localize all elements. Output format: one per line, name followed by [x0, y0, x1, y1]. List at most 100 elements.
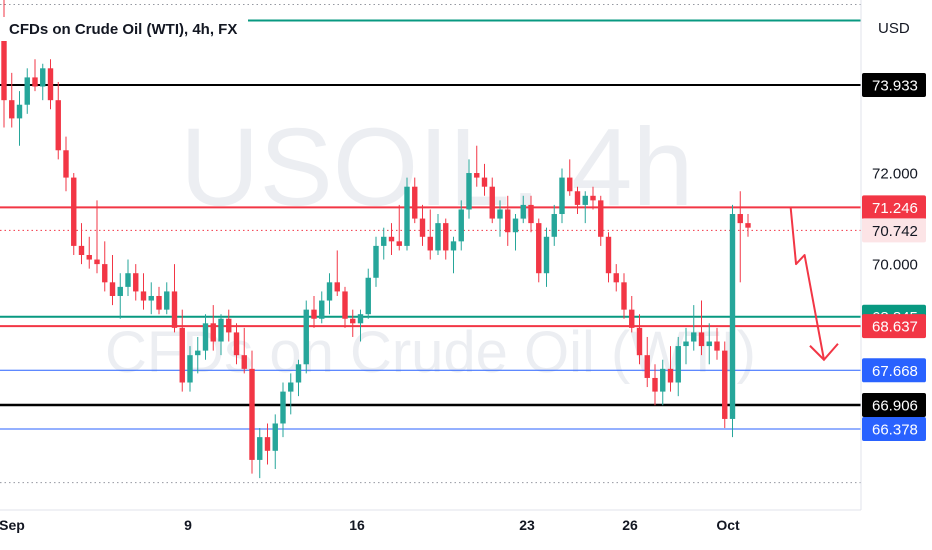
price-tag-label: 66.378 [872, 422, 918, 439]
candle-body [156, 295, 162, 310]
candle-body [497, 209, 503, 219]
candle-body [667, 368, 674, 383]
candle-body [714, 341, 720, 351]
candle-body [16, 104, 23, 119]
price-tag-label: 73.933 [872, 78, 918, 95]
price-tags: 73.93372.00071.24670.74270.00068.84568.6… [862, 73, 926, 442]
candle-body [698, 332, 705, 347]
candle-body [148, 295, 154, 301]
candle-body [171, 291, 178, 328]
candle-body [288, 382, 294, 392]
candle-body [373, 245, 379, 278]
candle-body [419, 218, 426, 237]
watermark-description: CFDs on Crude Oil (WTI) [105, 320, 756, 385]
candle-body [466, 173, 472, 210]
candle-body [9, 100, 15, 119]
price-tag-bg [862, 73, 926, 98]
candle-body [86, 255, 92, 260]
candle-body [125, 273, 131, 287]
candle-body [342, 291, 348, 319]
price-tag-label: 70.742 [872, 223, 918, 240]
candle-body [528, 204, 534, 224]
candle-body [605, 236, 612, 274]
candle-body [164, 291, 170, 310]
currency-button[interactable]: USD [868, 12, 920, 42]
candle-body [450, 241, 457, 251]
time-label: Oct [716, 517, 740, 533]
candle-body [109, 282, 116, 296]
candle-body [536, 223, 542, 274]
candle-body [543, 236, 550, 274]
candle-body [272, 423, 278, 451]
price-tag-label: 67.668 [872, 363, 918, 380]
candle-body [78, 245, 85, 255]
currency-button-bg[interactable] [868, 12, 920, 42]
candle-body [722, 350, 728, 419]
candle-body [94, 259, 100, 265]
candle-body [133, 273, 139, 292]
candle-body [40, 68, 46, 87]
candle-body [241, 355, 247, 369]
candle-body [280, 391, 286, 424]
candle-body [590, 195, 596, 201]
arrow-head [809, 343, 839, 362]
candle-body [388, 236, 395, 242]
time-label: 9 [184, 517, 192, 533]
candle-body [404, 186, 410, 246]
candle-body [629, 309, 635, 328]
candle-body [427, 236, 433, 251]
watermark-symbol: USOIL, 4h [180, 106, 694, 229]
candle-body [737, 214, 743, 224]
candle-body [505, 209, 511, 233]
price-tag-bg [862, 195, 926, 220]
candle-body [210, 323, 216, 342]
candle-body [636, 327, 643, 356]
candle-body [357, 314, 364, 324]
candle-body [63, 150, 69, 178]
candle-body [71, 177, 77, 246]
chart-title: CFDs on Crude Oil (WTI), 4h, FX [9, 21, 237, 38]
candle-body [264, 437, 271, 451]
price-tag-bg [862, 392, 926, 417]
candle-body [582, 195, 588, 205]
candle-body [117, 286, 123, 296]
candle-body [729, 214, 736, 419]
candle-body [249, 368, 255, 460]
candle-body [334, 282, 340, 292]
candle-body [32, 77, 38, 87]
candle-body [691, 332, 697, 342]
candle-body [481, 177, 488, 187]
price-tag-label: 68.637 [872, 319, 918, 336]
candle-body [435, 223, 441, 251]
candle-body [226, 318, 232, 333]
candle-body [706, 341, 712, 347]
currency-label[interactable]: USD [878, 20, 910, 37]
candles [1, 0, 751, 479]
title-background [0, 17, 248, 41]
candle-body [102, 264, 108, 283]
time-label: 23 [519, 517, 535, 533]
candle-body [179, 327, 185, 383]
candle-body [520, 204, 526, 219]
candle-body [613, 273, 619, 283]
candle-body [489, 186, 495, 219]
candle-body [350, 318, 356, 324]
time-label: 26 [622, 517, 638, 533]
candle-body [644, 355, 650, 378]
candle-body [551, 214, 557, 237]
candle-body [202, 323, 209, 351]
candle-body [24, 77, 30, 105]
candle-body [319, 300, 325, 319]
candle-body [326, 282, 333, 301]
price-tag-label: 66.906 [872, 397, 918, 414]
projection-arrow [789, 207, 839, 362]
price-tag-bg [862, 358, 926, 383]
price-tag-label: 71.246 [872, 200, 918, 217]
time-axis: Sep 9 16 23 26 Oct [0, 509, 861, 533]
price-tag-label: 72.000 [872, 166, 918, 183]
candle-body [412, 186, 418, 219]
candle-body [567, 177, 573, 192]
candle-body [311, 309, 317, 319]
